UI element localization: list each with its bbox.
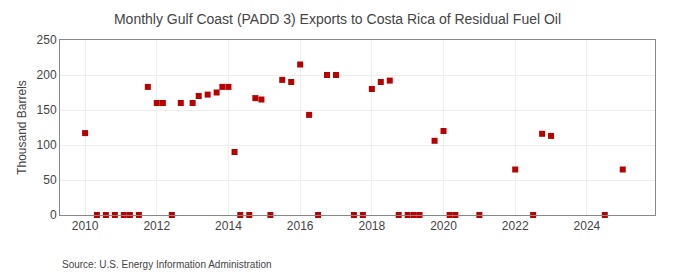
svg-text:Monthly Gulf Coast (PADD 3) Ex: Monthly Gulf Coast (PADD 3) Exports to C…: [114, 11, 561, 27]
svg-text:2012: 2012: [143, 219, 170, 233]
svg-text:2022: 2022: [502, 219, 529, 233]
svg-text:2010: 2010: [72, 219, 99, 233]
svg-text:150: 150: [37, 103, 57, 117]
svg-text:2014: 2014: [215, 219, 242, 233]
svg-text:250: 250: [37, 33, 57, 47]
svg-text:Source: U.S. Energy Informatio: Source: U.S. Energy Information Administ…: [62, 259, 272, 270]
svg-text:200: 200: [37, 68, 57, 82]
svg-text:Thousand Barrels: Thousand Barrels: [15, 80, 29, 175]
svg-text:0: 0: [50, 208, 57, 222]
svg-text:2020: 2020: [430, 219, 457, 233]
svg-text:2016: 2016: [287, 219, 314, 233]
svg-text:2018: 2018: [358, 219, 385, 233]
svg-text:100: 100: [37, 138, 57, 152]
svg-text:50: 50: [43, 173, 57, 187]
svg-text:2024: 2024: [574, 219, 601, 233]
